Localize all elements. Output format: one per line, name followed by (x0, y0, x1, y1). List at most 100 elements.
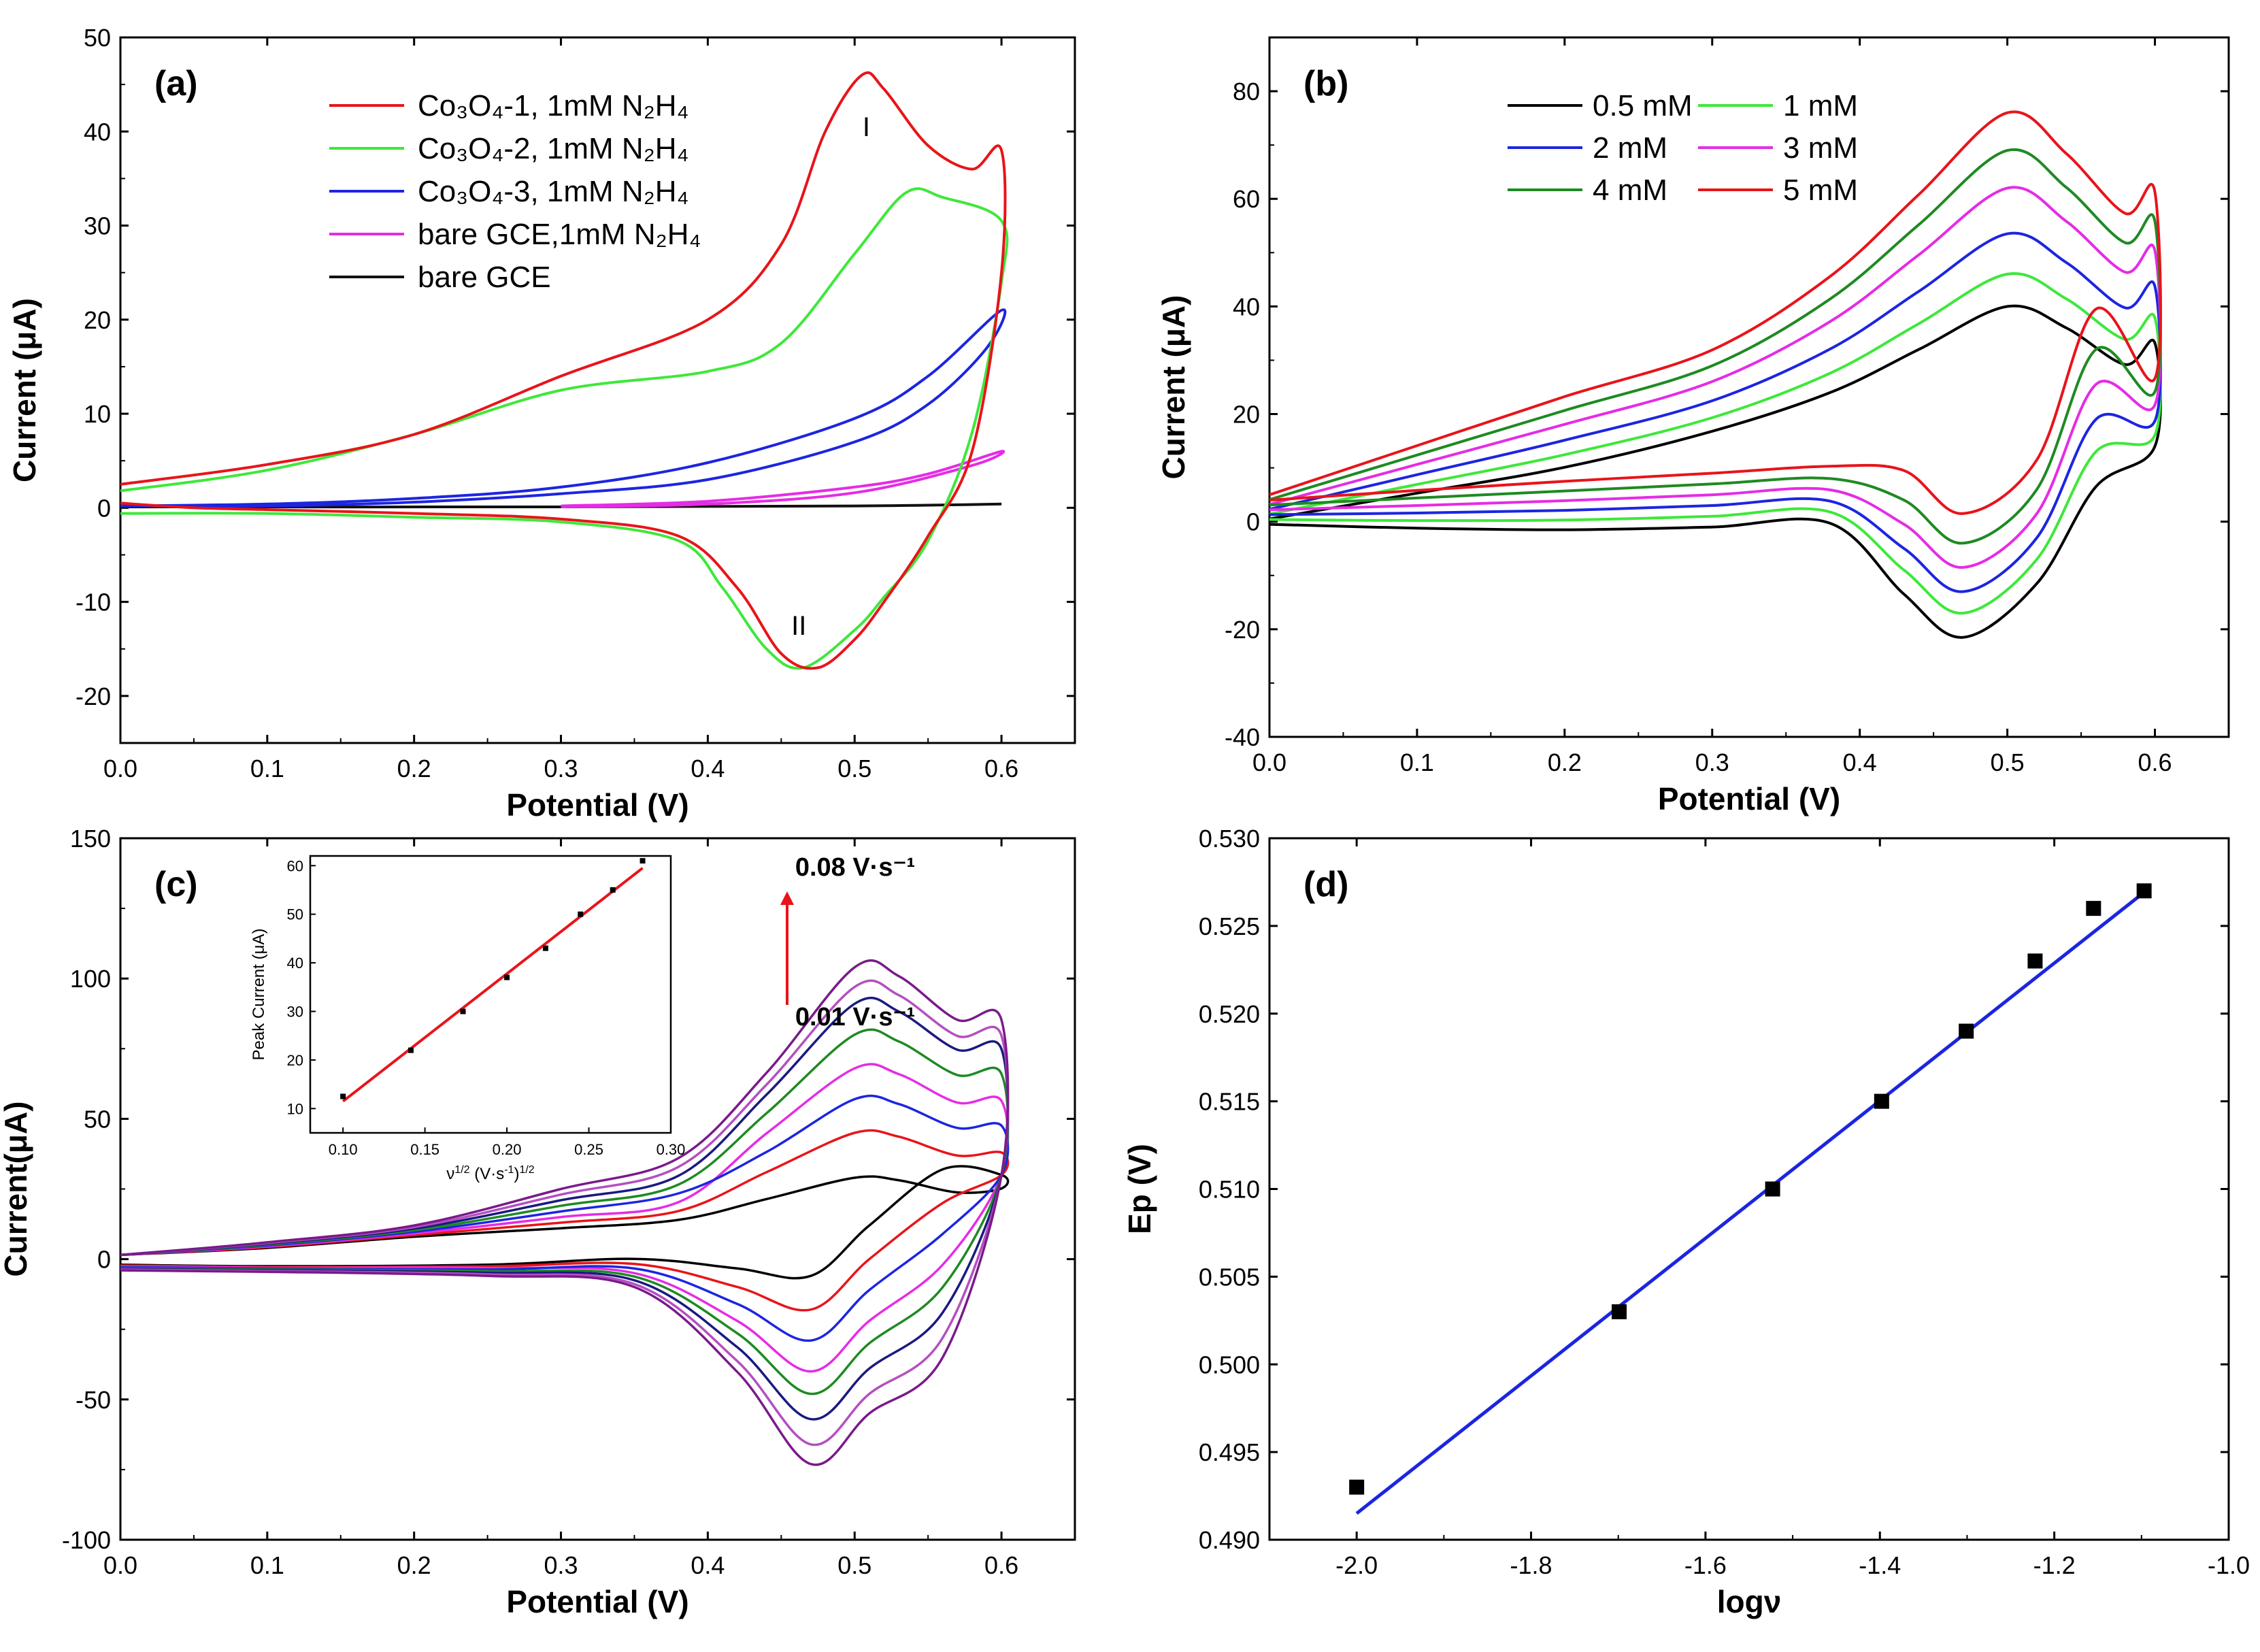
x-tick-label: 0.0 (1252, 748, 1286, 776)
inset-x-tick-label: 0.20 (493, 1141, 522, 1158)
x-tick-label: 0.2 (397, 1551, 431, 1579)
y-tick-label: 0.490 (1199, 1526, 1260, 1554)
series-line-1 (120, 71, 1007, 670)
x-tick-label: 0.0 (103, 755, 137, 782)
y-tick-label: 80 (1233, 78, 1260, 105)
y-tick-label: 50 (84, 24, 111, 52)
inset-data-point (460, 1008, 466, 1014)
series-line-2 (120, 187, 1009, 670)
data-point (2086, 901, 2101, 916)
legend-label: bare GCE (418, 261, 551, 294)
y-axis-title: Current (μA) (7, 298, 42, 482)
data-point (1874, 1093, 1889, 1109)
inset-x-tick-label: 0.10 (329, 1141, 358, 1158)
series-line-5 (1269, 148, 2162, 545)
data-point (1765, 1181, 1780, 1197)
x-tick-label: 0.1 (1400, 748, 1434, 776)
y-tick-label: 0.525 (1199, 912, 1260, 940)
x-tick-label: 0.1 (250, 1551, 284, 1579)
inset-data-point (542, 945, 548, 951)
data-point (1959, 1023, 1974, 1039)
panel-c-chart: 0.0 0.1 0.2 0.3 0.4 0.5 0.6 -100 -50 0 50 100 150 Pot… (0, 825, 1076, 1619)
series-line-2 (1269, 272, 2162, 615)
x-tick-label: 0.6 (984, 755, 1018, 782)
y-tick-label: 0.530 (1199, 825, 1260, 853)
y-tick-label: 30 (84, 212, 111, 240)
series-line-8 (120, 959, 1010, 1466)
y-tick-label: -40 (1225, 723, 1260, 751)
legend-label: Co₃O₄-1, 1mM N₂H₄ (418, 89, 689, 122)
plot-frame (119, 36, 1076, 744)
legend-label: Co₃O₄-3, 1mM N₂H₄ (418, 175, 689, 208)
y-tick-label: -20 (76, 682, 111, 710)
y-tick-label: 0.510 (1199, 1176, 1260, 1204)
series-line-6 (1269, 110, 2162, 515)
y-tick-label: 20 (1233, 401, 1260, 429)
y-tick-label: 0 (97, 1246, 111, 1274)
panel-b-chart: 0.0 0.1 0.2 0.3 0.4 0.5 0.6 -40 -20 0 20 40 60 80 Pote… (1156, 36, 2230, 816)
inset-x-tick-label: 0.30 (657, 1141, 686, 1158)
data-point (2136, 883, 2152, 899)
y-tick-label: 0.500 (1199, 1351, 1260, 1378)
x-tick-label: -2.0 (1335, 1551, 1378, 1579)
x-tick-label: 0.1 (250, 755, 284, 782)
inset-x-title-part: 1/2 (454, 1164, 469, 1176)
x-tick-label: -1.0 (2208, 1551, 2250, 1579)
inset-y-tick-label: 50 (287, 906, 303, 923)
y-tick-label: -50 (76, 1386, 111, 1414)
panel-label: (a) (154, 64, 198, 103)
legend-label: 1 mM (1783, 89, 1858, 122)
inset-x-title-part: 1/2 (519, 1164, 534, 1176)
x-tick-label: 0.3 (1695, 748, 1729, 776)
y-tick-label: 0 (97, 494, 111, 522)
inset-x-title-part: ) (514, 1165, 519, 1183)
x-axis-title: Potential (V) (506, 1584, 688, 1619)
y-tick-label: 40 (84, 118, 111, 146)
inset-data-point (504, 974, 510, 980)
inset-x-tick-label: 0.25 (574, 1141, 603, 1158)
y-tick-label: 0 (1246, 508, 1260, 536)
inset-data-point (610, 887, 616, 893)
x-tick-label: -1.8 (1510, 1551, 1552, 1579)
legend-label: 0.5 mM (1593, 89, 1693, 122)
y-axis-title: Ep (V) (1122, 1144, 1157, 1234)
inset-y-tick-label: 40 (287, 955, 303, 972)
y-tick-label: 0.495 (1199, 1438, 1260, 1466)
panel-a-chart: 0.0 0.1 0.2 0.3 0.4 0.5 0.6 -20 -10 0 10 20 30 40 50 Po… (7, 24, 1076, 823)
data-point (1612, 1304, 1627, 1319)
x-tick-label: 0.0 (103, 1551, 137, 1579)
x-tick-label: 0.3 (544, 1551, 578, 1579)
series-line-4 (1269, 186, 2162, 569)
x-tick-label: 0.2 (397, 755, 431, 782)
inset-x-title-part: ν (446, 1165, 454, 1183)
y-tick-label: 60 (1233, 185, 1260, 213)
legend-label: bare GCE,1mM N₂H₄ (418, 218, 701, 251)
inset-y-axis-title: Peak Current (μA) (250, 929, 268, 1061)
legend-label: 3 mM (1783, 131, 1858, 165)
x-axis-title: Potential (V) (1658, 781, 1840, 816)
inset-x-axis-title: ν1/2 (V·s-1)1/2 (446, 1164, 535, 1183)
annotation-top: 0.08 V·s⁻¹ (795, 853, 915, 882)
x-tick-label: -1.2 (2033, 1551, 2076, 1579)
x-axis-title: Potential (V) (506, 787, 688, 823)
y-tick-label: 0.505 (1199, 1263, 1260, 1291)
x-axis-title: logν (1717, 1584, 1782, 1619)
y-tick-label: 10 (84, 400, 111, 428)
y-tick-label: 100 (70, 965, 111, 993)
x-tick-label: -1.4 (1859, 1551, 1901, 1579)
series-line-4 (120, 1094, 1010, 1342)
y-tick-label: 150 (70, 825, 111, 853)
x-tick-label: 0.4 (691, 1551, 725, 1579)
inset-x-title-part: (V·s (470, 1165, 505, 1183)
y-tick-label: 20 (84, 306, 111, 334)
inset-data-point (578, 911, 584, 917)
panel-label: (c) (154, 865, 198, 904)
x-tick-label: 0.5 (837, 755, 871, 782)
inset-data-point (639, 858, 646, 864)
x-tick-label: 0.5 (1991, 748, 2025, 776)
x-tick-label: 0.4 (691, 755, 725, 782)
inset-x-tick-label: 0.15 (410, 1141, 439, 1158)
inset-y-tick-label: 10 (287, 1100, 303, 1117)
series-line-4 (561, 450, 1006, 508)
inset-frame (309, 855, 672, 1134)
